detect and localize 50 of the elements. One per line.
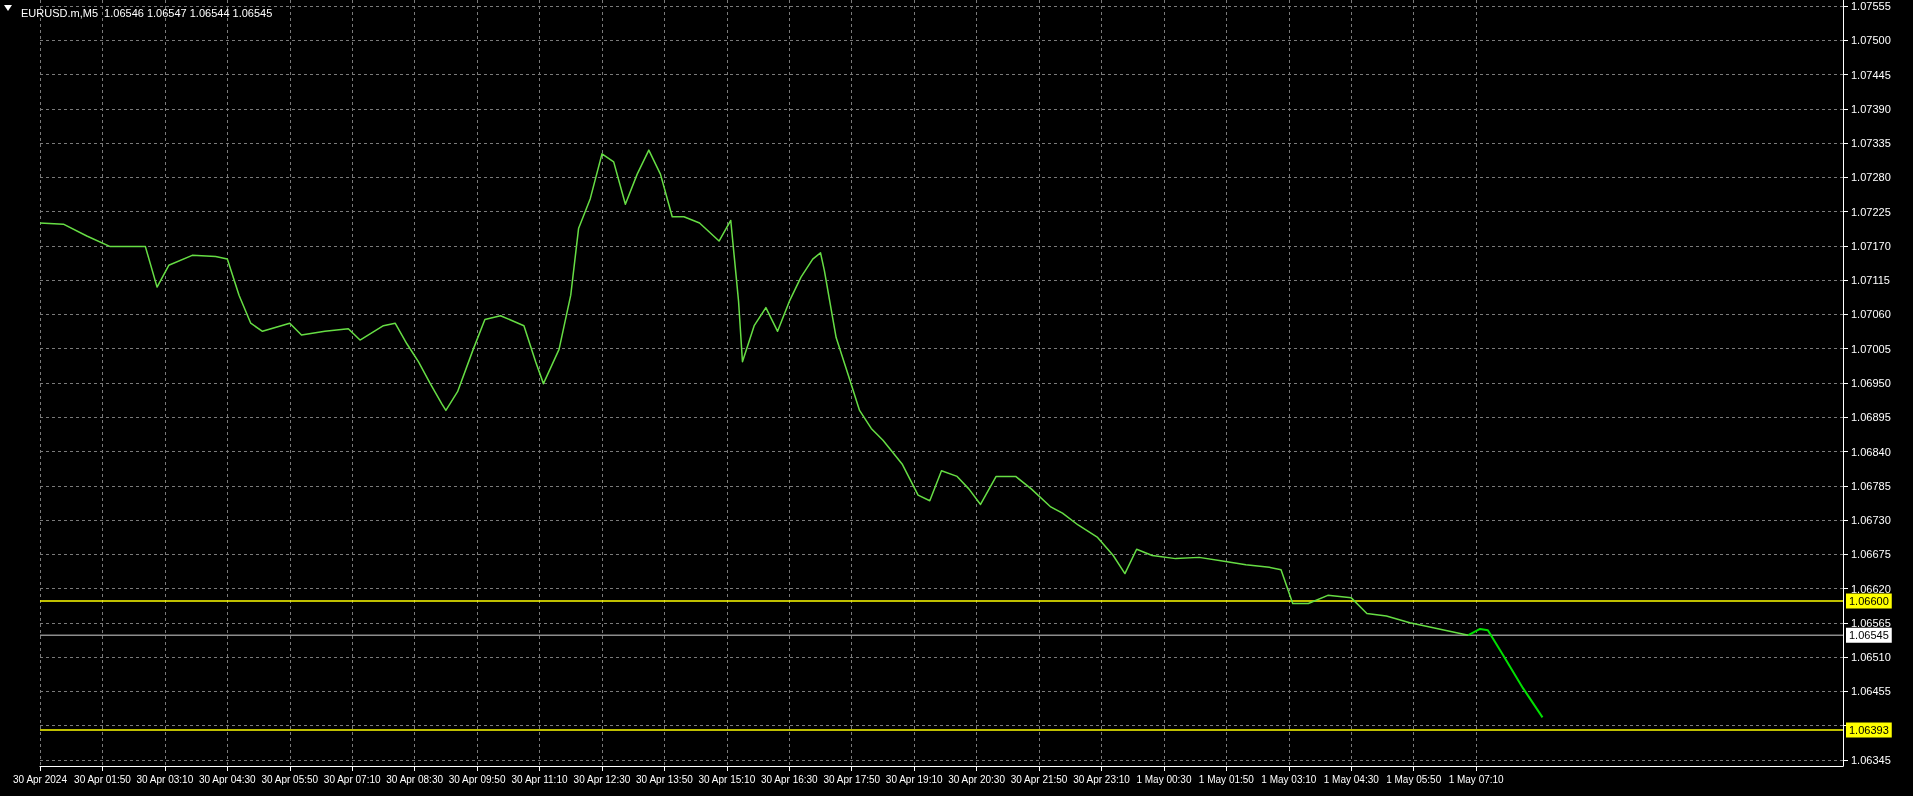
y-tick-label: 1.07390: [1851, 102, 1891, 115]
x-tick-label: 30 Apr 19:10: [885, 773, 943, 785]
y-tick-label: 1.06895: [1851, 411, 1891, 424]
x-tick-label: 30 Apr 09:50: [448, 773, 506, 785]
y-tick-label: 1.07060: [1851, 308, 1891, 321]
x-tick-label: 1 May 03:10: [1261, 773, 1317, 785]
x-tick-label: 30 Apr 05:50: [261, 773, 319, 785]
x-tick-label: 1 May 05:50: [1386, 773, 1442, 785]
x-tick-label: 30 Apr 2024: [13, 773, 68, 785]
x-tick-label: 30 Apr 12:30: [573, 773, 631, 785]
text: EURUSD.m,M5 1.06546 1.06547 1.06544 1.06545: [21, 6, 273, 19]
x-tick-label: 30 Apr 13:50: [636, 773, 694, 785]
y-tick-label: 1.06510: [1851, 651, 1891, 664]
y-tick-label: 1.07225: [1851, 205, 1891, 218]
x-tick-label: 30 Apr 23:10: [1073, 773, 1131, 785]
y-tick-label: 1.06565: [1851, 616, 1891, 629]
x-tick-label: 1 May 00:30: [1136, 773, 1192, 785]
ref-line-label: 1.06393: [1849, 723, 1889, 736]
x-tick-label: 30 Apr 11:10: [511, 773, 568, 785]
x-tick-label: 30 Apr 04:30: [198, 773, 257, 785]
y-tick-label: 1.06455: [1851, 685, 1891, 698]
y-tick-label: 1.06730: [1851, 514, 1891, 527]
x-tick-label: 30 Apr 16:30: [760, 773, 819, 785]
y-tick-label: 1.06675: [1851, 548, 1891, 561]
y-tick-label: 1.07335: [1851, 137, 1891, 150]
y-tick-label: 1.06785: [1851, 479, 1891, 492]
ref-line-label: 1.06545: [1849, 629, 1889, 642]
x-tick-label: 30 Apr 03:10: [136, 773, 194, 785]
y-tick-label: 1.06840: [1851, 445, 1891, 458]
x-tick-label: 30 Apr 21:50: [1010, 773, 1068, 785]
y-tick-label: 1.07445: [1851, 68, 1891, 81]
x-tick-label: 30 Apr 01:50: [74, 773, 132, 785]
x-tick-label: 30 Apr 20:30: [948, 773, 1006, 785]
y-tick-label: 1.06950: [1851, 377, 1891, 389]
y-tick-label: 1.07280: [1851, 171, 1891, 184]
y-tick-label: 1.07500: [1851, 34, 1891, 47]
x-tick-label: 30 Apr 08:30: [386, 773, 444, 785]
x-tick-label: 1 May 07:10: [1448, 773, 1505, 785]
y-tick-label: 1.07005: [1851, 342, 1891, 355]
y-tick-label: 1.06345: [1851, 753, 1891, 766]
y-tick-label: 1.06620: [1851, 582, 1891, 595]
y-tick-label: 1.07170: [1851, 239, 1891, 252]
x-tick-label: 1 May 01:50: [1198, 773, 1255, 785]
x-tick-label: 30 Apr 17:50: [823, 773, 881, 785]
x-tick-label: 30 Apr 15:10: [698, 773, 756, 785]
y-tick-label: 1.07555: [1851, 0, 1891, 13]
ref-line-label: 1.06600: [1849, 594, 1889, 607]
y-tick-label: 1.07115: [1851, 274, 1890, 287]
x-tick-label: 30 Apr 07:10: [323, 773, 381, 785]
x-tick-label: 1 May 04:30: [1323, 773, 1380, 785]
